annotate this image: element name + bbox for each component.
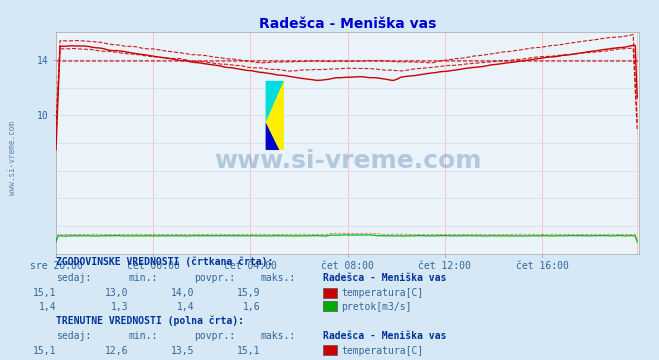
Text: Radešca - Meniška vas: Radešca - Meniška vas (323, 273, 446, 283)
Text: www.si-vreme.com: www.si-vreme.com (8, 121, 17, 195)
Text: Radešca - Meniška vas: Radešca - Meniška vas (323, 331, 446, 341)
Text: sedaj:: sedaj: (56, 273, 91, 283)
Text: 13,5: 13,5 (171, 346, 194, 356)
Title: Radešca - Meniška vas: Radešca - Meniška vas (259, 17, 436, 31)
Text: 12,6: 12,6 (105, 346, 129, 356)
Text: 13,0: 13,0 (105, 288, 129, 298)
Text: 1,6: 1,6 (243, 302, 260, 312)
Text: pretok[m3/s]: pretok[m3/s] (341, 302, 412, 312)
Text: min.:: min.: (129, 273, 158, 283)
Polygon shape (266, 122, 279, 150)
Text: sedaj:: sedaj: (56, 331, 91, 341)
Polygon shape (266, 81, 284, 122)
Text: povpr.:: povpr.: (194, 273, 235, 283)
Text: 15,1: 15,1 (237, 346, 260, 356)
Text: 15,9: 15,9 (237, 288, 260, 298)
Text: www.si-vreme.com: www.si-vreme.com (214, 149, 481, 173)
Bar (266, 81, 284, 150)
Text: TRENUTNE VREDNOSTI (polna črta):: TRENUTNE VREDNOSTI (polna črta): (56, 315, 244, 326)
Text: min.:: min.: (129, 331, 158, 341)
Text: maks.:: maks.: (260, 331, 295, 341)
Text: temperatura[C]: temperatura[C] (341, 288, 424, 298)
Text: povpr.:: povpr.: (194, 331, 235, 341)
Text: temperatura[C]: temperatura[C] (341, 346, 424, 356)
Text: ZGODOVINSKE VREDNOSTI (črtkana črta):: ZGODOVINSKE VREDNOSTI (črtkana črta): (56, 256, 273, 267)
Text: 15,1: 15,1 (32, 346, 56, 356)
Text: 1,4: 1,4 (177, 302, 194, 312)
Text: maks.:: maks.: (260, 273, 295, 283)
Text: 1,4: 1,4 (38, 302, 56, 312)
Text: 1,3: 1,3 (111, 302, 129, 312)
Text: 15,1: 15,1 (32, 288, 56, 298)
Text: 14,0: 14,0 (171, 288, 194, 298)
